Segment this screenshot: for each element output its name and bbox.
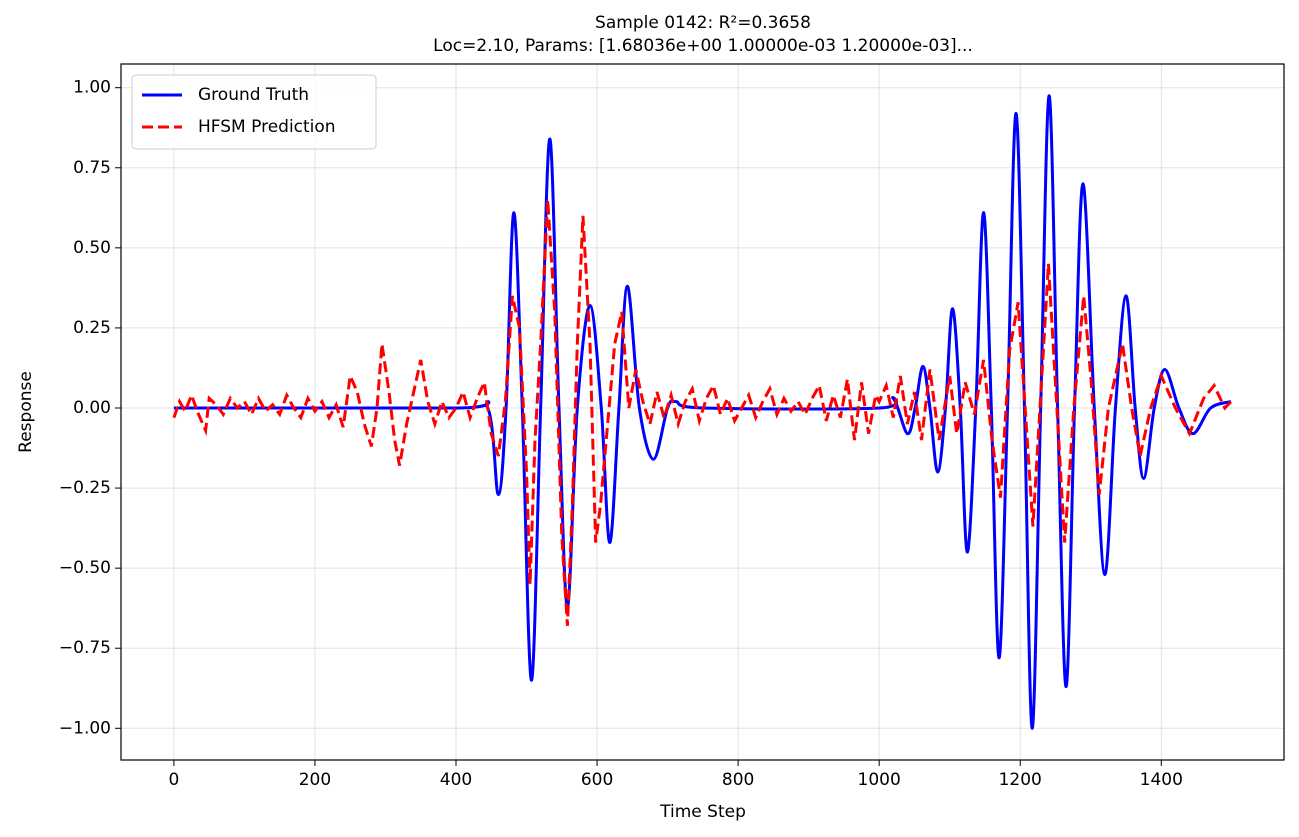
x-tick-label: 800 bbox=[722, 770, 754, 790]
x-tick-label: 1200 bbox=[999, 770, 1042, 790]
x-tick-label: 200 bbox=[299, 770, 331, 790]
y-axis-label: Response bbox=[16, 371, 36, 453]
x-tick-label: 1000 bbox=[858, 770, 901, 790]
x-tick-label: 400 bbox=[440, 770, 472, 790]
y-tick-label: −0.25 bbox=[59, 478, 111, 498]
x-tick-label: 0 bbox=[168, 770, 179, 790]
legend-label: HFSM Prediction bbox=[198, 117, 336, 137]
legend-label: Ground Truth bbox=[198, 85, 309, 105]
x-tick-label: 600 bbox=[581, 770, 613, 790]
y-tick-label: 0.75 bbox=[73, 158, 111, 178]
y-tick-label: 0.00 bbox=[73, 398, 111, 418]
y-tick-label: −0.75 bbox=[59, 638, 111, 658]
y-tick-label: −0.50 bbox=[59, 558, 111, 578]
y-tick-label: 0.50 bbox=[73, 238, 111, 258]
legend-box bbox=[131, 74, 377, 150]
y-tick-label: −1.00 bbox=[59, 718, 111, 738]
y-tick-label: 1.00 bbox=[73, 78, 111, 98]
plot-frame bbox=[120, 63, 1285, 761]
x-axis-label: Time Step bbox=[659, 802, 746, 822]
series-line bbox=[173, 94, 1232, 730]
chart-subtitle: Loc=2.10, Params: [1.68036e+00 1.00000e-… bbox=[433, 36, 973, 56]
y-tick-label: 0.25 bbox=[73, 318, 111, 338]
x-tick-label: 1400 bbox=[1140, 770, 1183, 790]
series-line bbox=[172, 199, 1233, 626]
chart-title: Sample 0142: R²=0.3658 bbox=[595, 13, 811, 33]
